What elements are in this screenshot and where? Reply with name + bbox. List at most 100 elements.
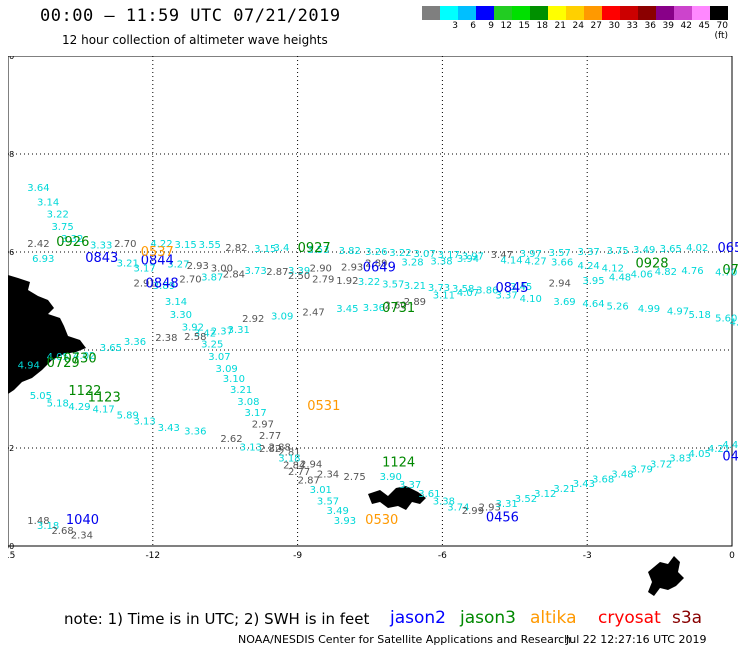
wave-height-label: 3.73	[428, 283, 450, 294]
wave-height-label: 4.02	[686, 243, 708, 254]
pass-time-label: 045	[722, 449, 738, 464]
wave-height-label: 3.64	[27, 183, 49, 194]
color-swatch	[458, 6, 476, 20]
wave-height-label: 3.21	[553, 484, 575, 495]
pass-time-label: 1124	[382, 456, 415, 471]
color-swatch	[440, 6, 458, 20]
figure-subtitle: 12 hour collection of altimeter wave hei…	[62, 33, 328, 47]
wave-height-label: 2.82	[259, 444, 281, 455]
wave-height-label: 3.10	[223, 374, 245, 385]
map-frame	[8, 56, 733, 547]
color-swatch	[584, 6, 602, 20]
color-scale-bar	[422, 6, 728, 20]
wave-height-label: 4.05	[47, 352, 69, 363]
wave-height-label: 3.00	[211, 264, 233, 275]
pass-time-label: 0537	[141, 245, 174, 260]
wave-height-label: 2.82	[225, 243, 247, 254]
wave-height-label: 3.01	[310, 485, 332, 496]
wave-height-label: 3.94	[457, 254, 479, 265]
wave-height-label: 4.06	[631, 269, 653, 280]
wave-height-label: 3.17	[438, 250, 460, 261]
figure-title: 00:00 — 11:59 UTC 07/21/2019	[40, 6, 341, 26]
pass-time-label: 0531	[307, 399, 340, 414]
wave-height-label: 3.57	[549, 248, 571, 259]
faroe-islands	[368, 486, 426, 510]
wave-height-label: 3.18	[278, 454, 300, 465]
wave-height-label: 3.38	[433, 496, 455, 507]
color-scale-tick: 18	[536, 21, 548, 31]
wave-height-label: 4.64	[582, 299, 604, 310]
wave-height-label: 3.52	[515, 494, 537, 505]
wave-height-label: 3.12	[534, 489, 556, 500]
wave-height-label: 2.99	[462, 506, 484, 517]
wave-height-label: 2.89	[404, 297, 426, 308]
color-scale-labels: 3 6 9 12 15 18 21 24 27 30 33 36 39 42 45 70 (ft)	[422, 21, 728, 41]
wave-height-label: 3.65	[660, 244, 682, 255]
wave-height-label: 4.46	[722, 440, 738, 451]
wave-height-label: 3.37	[399, 480, 421, 491]
wave-height-label: 3.22	[389, 248, 411, 259]
wave-height-label: 4.70	[715, 268, 737, 279]
wave-height-label: 2.84	[223, 269, 245, 280]
wave-height-label: 6.93	[32, 254, 54, 265]
wave-height-label: 2.47	[302, 308, 324, 319]
wave-height-label: 5.18	[689, 310, 711, 321]
wave-height-label: 3.09	[216, 364, 238, 375]
greenland-coast	[8, 275, 86, 394]
wave-height-label: 4.21	[708, 444, 730, 455]
latitude-tick-label: 70	[8, 56, 14, 61]
color-scale-tick: 9	[488, 21, 494, 31]
color-swatch	[638, 6, 656, 20]
pass-time-label: 0926	[56, 235, 89, 250]
pass-time-label: 0731	[382, 301, 415, 316]
color-swatch	[710, 6, 728, 20]
land-masses	[8, 275, 684, 596]
color-scale-tick: 70 (ft)	[714, 21, 728, 41]
wave-height-label: 3.32	[61, 234, 83, 245]
wave-height-label: 3.13	[240, 442, 262, 453]
wave-height-label: 3.73	[245, 266, 267, 277]
wave-height-label: 2.93	[479, 503, 501, 514]
wave-height-label: 3.33	[90, 241, 112, 252]
wave-height-label: 3.97	[462, 251, 484, 262]
color-swatch	[674, 6, 692, 20]
pass-time-label: 0732	[722, 263, 738, 278]
footnote: note: 1) Time is in UTC; 2) SWH is in fe…	[64, 610, 370, 628]
color-scale-tick	[422, 21, 440, 33]
wave-height-label: 3.37	[495, 291, 517, 302]
wave-height-label: 5.05	[30, 391, 52, 402]
wave-height-label: 2.58	[184, 332, 206, 343]
wave-height-label: 2.87	[298, 475, 320, 486]
pass-time-label: 0843	[85, 251, 118, 266]
wave-height-label: 3.79	[631, 465, 653, 476]
legend-jason2: jason2	[390, 608, 446, 628]
longitude-tick-label: -15	[8, 551, 15, 561]
wave-height-label: 3.55	[199, 240, 221, 251]
wave-height-label: 3.82	[339, 246, 361, 257]
wave-height-label: 4.29	[68, 402, 90, 413]
color-scale-tick: 12	[500, 21, 512, 31]
wave-height-label: 2.81	[278, 447, 300, 458]
wave-height-label: 2.77	[259, 431, 281, 442]
color-swatch	[566, 6, 584, 20]
wave-height-label: 2.62	[220, 434, 242, 445]
wave-height-label: 3.48	[611, 469, 633, 480]
wave-height-label: 3.83	[669, 454, 691, 465]
color-scale-tick: 30	[608, 21, 620, 31]
wave-height-label: 3.49	[633, 245, 655, 256]
wave-height-label: 3.36	[184, 426, 206, 437]
pass-time-label: 0928	[635, 257, 668, 272]
wave-height-label: 3.07	[208, 352, 230, 363]
wave-height-label: 4.99	[638, 304, 660, 315]
wave-height-label: 1.92	[336, 276, 358, 287]
wave-height-label: 3.11	[433, 291, 455, 302]
wave-height-label: 3.47	[491, 250, 513, 261]
wave-height-label: 3.09	[271, 312, 293, 323]
latitude-tick-label: 62	[8, 444, 14, 453]
wave-height-label: 3.18	[37, 521, 59, 532]
wave-height-label: 3.53	[307, 245, 329, 256]
wave-height-label: 3.36	[363, 303, 385, 314]
pass-time-label: 1040	[66, 513, 99, 528]
wave-height-label: 2.50	[288, 271, 310, 282]
